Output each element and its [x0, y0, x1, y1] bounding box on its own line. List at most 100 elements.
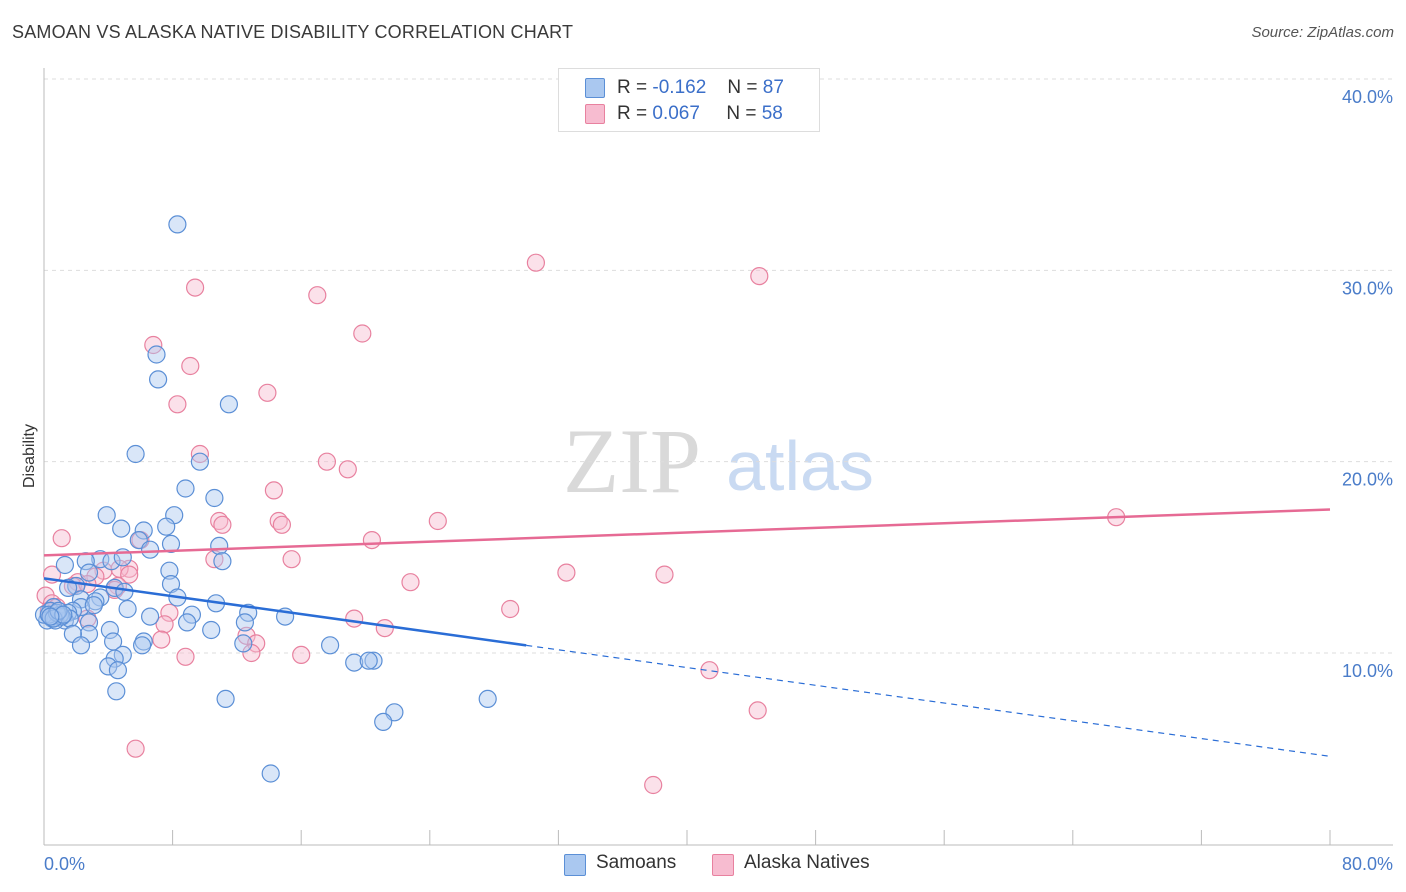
samoans-point	[71, 636, 91, 655]
samoans-r-label: R =	[617, 77, 648, 98]
samoans-point	[147, 345, 166, 364]
samoans-point	[261, 764, 280, 783]
alaska-natives-point	[362, 530, 381, 550]
alaska-natives-point	[748, 701, 767, 720]
alaska-natives-point	[700, 661, 719, 680]
alaska-natives-point	[655, 565, 674, 584]
chart-title: SAMOAN VS ALASKA NATIVE DISABILITY CORRE…	[12, 22, 574, 42]
alaska-natives-point	[213, 515, 232, 534]
alaska-natives-point	[152, 630, 171, 649]
samoans-point	[234, 634, 253, 653]
samoans-point	[205, 488, 224, 508]
samoans-trend-extension	[526, 644, 1331, 757]
alaska-legend-label: Alaska Natives	[744, 852, 870, 873]
samoans-point	[58, 578, 78, 598]
samoans-r-value: -0.162	[652, 77, 707, 98]
samoans-point	[91, 550, 110, 569]
samoans-point	[374, 712, 393, 732]
samoans-point	[99, 657, 118, 676]
y-tick-label-30: 30.0%	[1342, 278, 1393, 298]
samoans-n-value: 87	[762, 77, 784, 98]
alaska-natives-point	[557, 563, 576, 582]
alaska-natives-point	[353, 324, 372, 343]
samoans-point	[112, 519, 131, 538]
watermark-zip: ZIP	[563, 410, 701, 512]
alaska-natives-point	[308, 286, 327, 305]
samoans-point	[216, 689, 235, 709]
alaska-r-label: R =	[617, 103, 648, 124]
alaska-natives-point	[258, 383, 277, 402]
alaska-natives-point	[190, 444, 209, 464]
alaska-natives-point	[126, 739, 145, 758]
alaska-natives-point	[526, 253, 546, 272]
samoans-point	[168, 215, 187, 234]
samoans-point	[235, 613, 254, 632]
samoans-point	[161, 534, 181, 554]
x-tick-label-max: 80.0%	[1342, 854, 1393, 874]
alaska-natives-point	[375, 618, 394, 638]
samoans-point	[134, 521, 153, 540]
alaska-natives-point	[282, 550, 301, 569]
alaska-natives-point	[181, 356, 200, 376]
alaska-natives-point	[292, 645, 311, 665]
trend-lines	[43, 508, 1331, 757]
alaska-natives-point	[338, 460, 357, 479]
samoans-point	[133, 636, 152, 655]
samoans-point	[176, 479, 195, 498]
samoans-n-label: N =	[727, 77, 758, 98]
samoans-point	[100, 620, 120, 640]
samoans-legend-swatch	[564, 854, 586, 876]
samoans-trend-line	[43, 577, 527, 647]
samoans-point	[126, 444, 145, 464]
samoans-point	[97, 506, 116, 525]
y-tick-label-10: 10.0%	[1342, 661, 1393, 681]
alaska-natives-point	[120, 559, 139, 578]
alaska-natives-point	[247, 634, 266, 653]
alaska-swatch	[585, 104, 605, 124]
alaska-natives-point	[644, 775, 663, 795]
alaska-r-value: 0.067	[652, 103, 700, 124]
y-tick-label-20: 20.0%	[1342, 470, 1393, 490]
samoans-legend-label: Samoans	[596, 852, 677, 873]
samoans-swatch	[585, 78, 605, 98]
alaska-natives-point	[501, 599, 520, 619]
alaska-natives-point	[168, 395, 187, 414]
alaska-n-value: 58	[761, 103, 783, 124]
samoans-point	[321, 636, 340, 655]
alaska-natives-point	[264, 481, 283, 500]
y-tick-label-40: 40.0%	[1342, 87, 1393, 107]
samoans-point	[160, 561, 179, 580]
samoans-point	[84, 596, 103, 615]
alaska-natives-point	[52, 529, 71, 548]
alaska-natives-point	[401, 573, 420, 592]
samoans-point	[79, 563, 99, 582]
samoans-point	[364, 651, 383, 670]
samoans-point	[190, 452, 209, 471]
samoans-point	[359, 651, 378, 670]
samoans-point	[345, 653, 364, 672]
alaska-natives-point	[120, 565, 139, 584]
samoans-point	[219, 395, 238, 414]
samoans-point	[157, 517, 176, 536]
samoans-point	[202, 620, 221, 640]
samoans-point	[141, 607, 160, 626]
alaska-natives-points	[36, 253, 1126, 795]
samoans-point	[41, 607, 60, 626]
samoans-point	[115, 582, 134, 601]
alaska-natives-point	[155, 615, 174, 634]
samoans-point	[55, 555, 75, 575]
samoans-point	[108, 661, 128, 680]
alaska-natives-point	[428, 511, 447, 531]
alaska-natives-point	[160, 603, 179, 622]
y-axis-title: Disability	[21, 424, 38, 488]
x-tick-label-min: 0.0%	[44, 854, 85, 874]
alaska-natives-point	[345, 609, 364, 628]
x-axis-ticks	[172, 830, 1331, 845]
source-label: Source: ZipAtlas.com	[1251, 24, 1394, 41]
samoans-points	[34, 215, 497, 783]
gridlines	[44, 78, 1393, 654]
samoans-point	[178, 613, 197, 632]
alaska-natives-point	[186, 278, 205, 297]
alaska-n-label: N =	[726, 103, 757, 124]
